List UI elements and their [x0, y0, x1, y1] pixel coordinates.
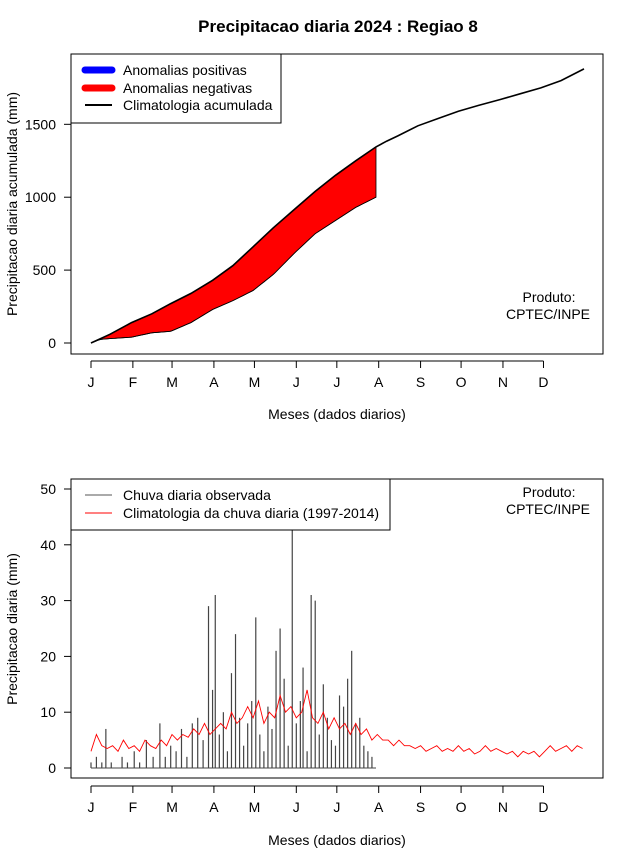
y-axis: 0 10 20 30 40 50 [40, 481, 72, 776]
y-tick-label: 40 [40, 537, 56, 553]
daily-precipitation-chart: 0 10 20 30 40 50 J F M A M J J A S O N D Precipitacao di… [4, 478, 604, 848]
x-axis-label: Meses (dados diarios) [268, 406, 406, 422]
x-tick-label: J [88, 799, 95, 815]
x-tick-label: J [333, 799, 340, 815]
x-tick-label: N [498, 374, 508, 390]
y-axis-label: Precipitacao diaria acumulada (mm) [4, 92, 20, 316]
y-tick-label: 20 [40, 648, 56, 664]
x-axis-label: Meses (dados diarios) [268, 832, 406, 848]
y-tick-label: 1000 [25, 189, 56, 205]
legend: Chuva diaria observada Climatologia da c… [70, 478, 391, 531]
x-tick-label: S [416, 374, 425, 390]
figure-title: Precipitacao diaria 2024 : Regiao 8 [198, 17, 478, 36]
observed-bars-group [90, 528, 376, 769]
x-tick-label: D [538, 799, 548, 815]
y-tick-label: 30 [40, 593, 56, 609]
y-tick-label: 50 [40, 481, 56, 497]
legend-label-observed: Chuva diaria observada [123, 487, 271, 503]
cumulative-precipitation-chart: 0 500 1000 1500 J F M A M J J A S O N D Precipitacao d… [4, 53, 604, 422]
x-tick-label: O [456, 374, 467, 390]
climatology-line-group [90, 689, 583, 758]
legend-label-climatology: Climatologia da chuva diaria (1997-2014) [123, 505, 379, 521]
climatology-daily-line [90, 689, 583, 758]
legend-label-negative: Anomalias negativas [123, 80, 252, 96]
x-tick-label: M [166, 374, 178, 390]
x-tick-label: J [333, 374, 340, 390]
x-tick-label: A [374, 374, 384, 390]
legend-label-positive: Anomalias positivas [123, 62, 247, 78]
x-tick-label: A [209, 374, 219, 390]
x-tick-label: A [374, 799, 384, 815]
y-tick-label: 500 [33, 262, 57, 278]
credit-line-1: Produto: [523, 484, 576, 500]
x-tick-label: M [166, 799, 178, 815]
x-tick-label: J [88, 374, 95, 390]
x-tick-label: D [538, 374, 548, 390]
y-tick-label: 1500 [25, 116, 56, 132]
x-tick-label: O [456, 799, 467, 815]
x-tick-label: J [293, 799, 300, 815]
cumulative-lines-group [90, 68, 585, 344]
y-tick-label: 0 [48, 335, 56, 351]
credit-line-2: CPTEC/INPE [506, 501, 590, 517]
x-tick-label: S [416, 799, 425, 815]
x-tick-label: F [129, 799, 138, 815]
y-tick-label: 10 [40, 704, 56, 720]
climatology-cumulative-line [90, 68, 585, 344]
legend-label-climatology: Climatologia acumulada [123, 97, 273, 113]
x-tick-label: N [498, 799, 508, 815]
x-tick-label: M [249, 374, 261, 390]
credit-line-2: CPTEC/INPE [506, 306, 590, 322]
y-axis-label: Precipitacao diaria (mm) [4, 553, 20, 705]
legend: Anomalias positivas Anomalias negativas … [70, 53, 282, 124]
x-tick-label: J [293, 374, 300, 390]
credit-line-1: Produto: [523, 289, 576, 305]
y-tick-label: 0 [48, 760, 56, 776]
x-tick-label: A [209, 799, 219, 815]
y-axis: 0 500 1000 1500 [25, 116, 72, 351]
legend-box [70, 478, 391, 531]
x-tick-label: M [249, 799, 261, 815]
observed-cumulative-line [90, 196, 377, 344]
x-tick-label: F [129, 374, 138, 390]
